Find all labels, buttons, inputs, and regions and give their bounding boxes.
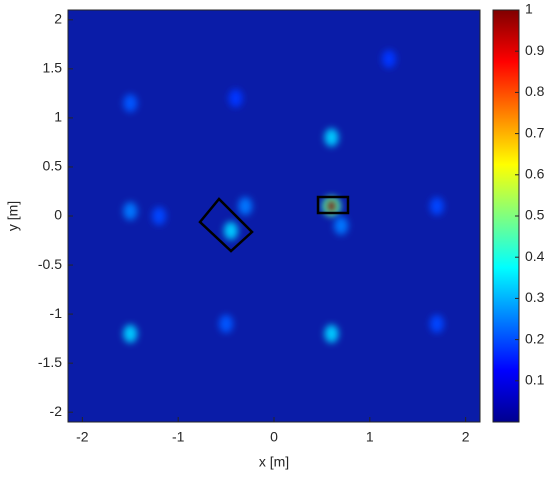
x-tick-label: 2 (462, 429, 470, 445)
hotspot (429, 314, 444, 333)
x-tick-label: 1 (366, 429, 374, 445)
hotspot-core (327, 200, 336, 213)
y-tick-label: -0.5 (38, 256, 62, 272)
hotspot (223, 221, 238, 240)
colorbar-tick-label: 0.3 (525, 289, 545, 305)
hotspot-core (324, 324, 339, 343)
colorbar-tick-label: 0.9 (525, 42, 545, 58)
hotspot (381, 50, 396, 69)
hotspot-core (429, 314, 444, 333)
hotspot-core (123, 94, 138, 113)
y-axis-label: y [m] (5, 201, 21, 231)
colorbar-tick-label: 0.2 (525, 330, 545, 346)
colorbar (492, 9, 520, 423)
hotspot (152, 207, 167, 225)
colorbar-tick-label: 0.4 (525, 248, 545, 264)
y-tick-label: -1.5 (38, 354, 62, 370)
hotspot-core (123, 202, 138, 221)
hotspot (429, 197, 444, 216)
hotspot-core (223, 221, 238, 240)
hotspot (334, 216, 349, 235)
y-tick-label: 0 (54, 207, 62, 223)
heatmap (123, 50, 444, 343)
x-axis-label: x [m] (259, 454, 289, 470)
y-tick-label: -1 (50, 305, 63, 321)
hotspot-core (324, 128, 339, 147)
hotspot (228, 89, 243, 108)
hotspot-core (219, 314, 234, 333)
hotspot (322, 196, 341, 217)
x-tick-label: -2 (76, 429, 89, 445)
hotspot-core (228, 89, 243, 108)
plot-area (68, 10, 480, 422)
hotspot (324, 324, 339, 343)
hotspot (123, 94, 138, 113)
colorbar-tick-label: 0.1 (525, 372, 545, 388)
colorbar-tick-label: 0.8 (525, 83, 545, 99)
y-tick-label: 1.5 (43, 60, 63, 76)
hotspot-core (334, 216, 349, 235)
y-tick-label: 1 (54, 109, 62, 125)
colorbar-tick-label: 0.5 (525, 207, 545, 223)
hotspot-core (123, 324, 138, 343)
hotspot (219, 314, 234, 333)
colorbar-tick-label: 0.6 (525, 166, 545, 182)
hotspot-core (238, 197, 253, 216)
hotspot (238, 197, 253, 216)
hotspot (123, 202, 138, 221)
target-box (316, 195, 350, 215)
colorbar-tick-label: 0.7 (525, 124, 545, 140)
x-tick-label: 0 (270, 429, 278, 445)
y-tick-label: 2 (54, 11, 62, 27)
hotspot-core (152, 207, 167, 225)
hotspot (123, 324, 138, 343)
hotspot-core (429, 197, 444, 216)
y-tick-label: -2 (50, 403, 63, 419)
hotspot-core (381, 50, 396, 69)
colorbar-tick-label: 1 (525, 1, 533, 17)
x-tick-label: -1 (172, 429, 185, 445)
y-tick-label: 0.5 (43, 158, 63, 174)
hotspot (324, 128, 339, 147)
target-diamond (198, 197, 254, 253)
